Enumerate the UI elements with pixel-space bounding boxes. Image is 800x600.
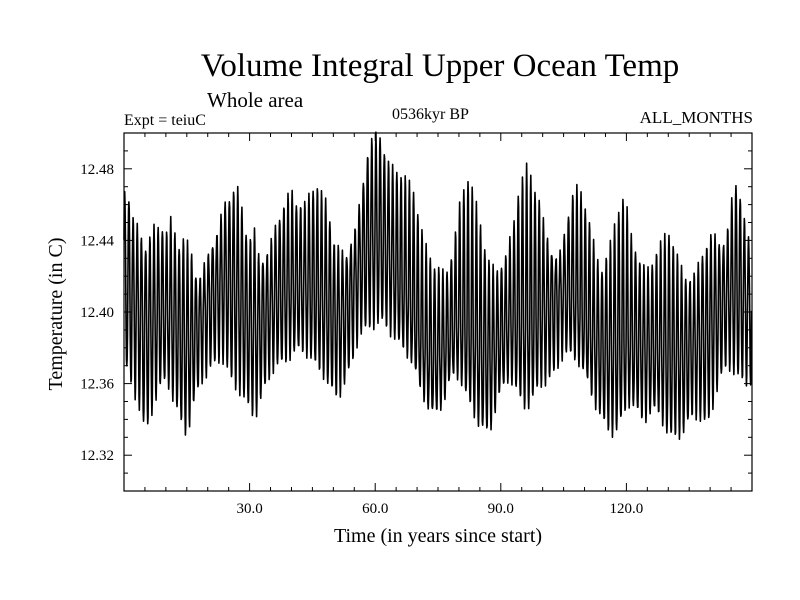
x-tick-label: 60.0 — [362, 501, 388, 517]
x-tick-label: 90.0 — [488, 501, 514, 517]
x-tick-label: 120.0 — [610, 501, 644, 517]
y-tick-label: 12.36 — [80, 377, 114, 393]
x-axis-label: Time (in years since start) — [334, 525, 542, 547]
months-label: ALL_MONTHS — [639, 108, 753, 127]
y-tick-label: 12.48 — [80, 162, 114, 178]
y-tick-label: 12.44 — [80, 233, 114, 249]
y-tick-label: 12.32 — [80, 448, 114, 464]
y-axis-label: Temperature (in C) — [45, 238, 67, 391]
plot-content — [123, 131, 753, 440]
period-label: 0536kyr BP — [392, 106, 469, 123]
x-tick-label: 30.0 — [236, 501, 262, 517]
y-tick-label: 12.40 — [80, 305, 114, 321]
experiment-label: Expt = teiuC — [124, 112, 206, 129]
temperature-series-line — [123, 131, 753, 440]
axes: 30.0 60.0 90.0 120.0 12.32 12.36 12.40 12.44 12.… — [45, 133, 752, 547]
chart-title: Volume Integral Upper Ocean Temp — [200, 48, 680, 84]
chart-subtitle: Whole area — [207, 88, 304, 112]
